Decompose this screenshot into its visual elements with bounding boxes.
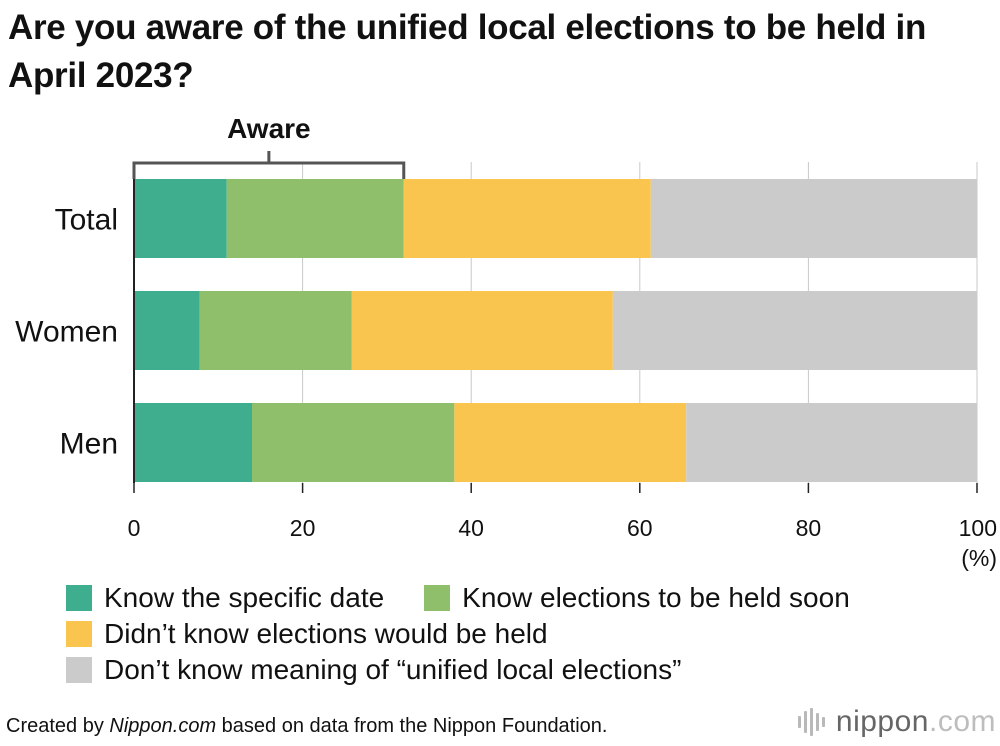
category-label: Men bbox=[60, 428, 118, 461]
chart-title: Are you aware of the unified local elect… bbox=[8, 8, 927, 95]
legend-label-dont-know-meaning: Don’t know meaning of “unified local ele… bbox=[104, 654, 682, 685]
segment-didnt-know bbox=[403, 179, 651, 258]
legend-swatch-dont-know-meaning bbox=[66, 657, 92, 683]
brand-tld: .com bbox=[928, 705, 996, 738]
segment-didnt-know bbox=[351, 291, 613, 370]
sound-wave-icon bbox=[797, 708, 828, 736]
legend-label-specific-date: Know the specific date bbox=[104, 582, 385, 613]
segment-didnt-know bbox=[454, 403, 687, 482]
aware-bracket bbox=[132, 151, 406, 179]
legend-row: Don’t know meaning of “unified local ele… bbox=[66, 652, 996, 688]
segment-held-soon bbox=[199, 291, 352, 370]
segment-held-soon bbox=[226, 179, 404, 258]
x-tick-label: 20 bbox=[290, 515, 316, 541]
credit-source: Nippon.com bbox=[109, 715, 217, 737]
category-label: Women bbox=[15, 316, 118, 349]
source-credit: Created by Nippon.com based on data from… bbox=[6, 713, 608, 739]
x-tick-label: 60 bbox=[627, 515, 653, 541]
bar-chart: Total Women Men 0 20 40 60 80 100 (%) Aware bbox=[15, 113, 997, 571]
aware-bracket-label: Aware bbox=[227, 113, 311, 144]
x-axis-unit: (%) bbox=[961, 545, 997, 571]
legend-swatch-didnt-know bbox=[66, 621, 92, 647]
legend-swatch-held-soon bbox=[424, 585, 451, 611]
legend-row: Know the specific date Know elections to… bbox=[66, 580, 996, 616]
legend-item-didnt-know: Didn’t know elections would be held bbox=[66, 616, 548, 652]
segment-specific-date bbox=[134, 403, 253, 482]
legend-label-held-soon: Know elections to be held soon bbox=[462, 582, 850, 613]
segment-specific-date bbox=[134, 179, 227, 258]
x-tick-label: 40 bbox=[458, 515, 484, 541]
legend-row: Didn’t know elections would be held bbox=[66, 616, 996, 652]
credit-prefix: Created by bbox=[6, 715, 110, 737]
segment-dont-know-meaning bbox=[686, 403, 977, 482]
segment-held-soon bbox=[252, 403, 455, 482]
category-label: Total bbox=[55, 204, 118, 237]
x-tick-label: 100 bbox=[959, 515, 997, 541]
segment-specific-date bbox=[134, 291, 200, 370]
legend-item-dont-know-meaning: Don’t know meaning of “unified local ele… bbox=[66, 652, 681, 688]
legend-item-held-soon: Know elections to be held soon bbox=[424, 580, 850, 616]
legend: Know the specific date Know elections to… bbox=[66, 580, 996, 688]
brand-name: nippon bbox=[835, 705, 929, 738]
credit-suffix: based on data from the Nippon Foundation… bbox=[216, 715, 608, 737]
legend-swatch-specific-date bbox=[66, 585, 92, 611]
nippon-logo: nippon .com bbox=[797, 705, 996, 739]
segment-dont-know-meaning bbox=[650, 179, 977, 258]
segment-dont-know-meaning bbox=[612, 291, 977, 370]
x-tick-label: 80 bbox=[796, 515, 822, 541]
legend-item-specific-date: Know the specific date bbox=[66, 580, 384, 616]
x-tick-label: 0 bbox=[128, 515, 141, 541]
legend-label-didnt-know: Didn’t know elections would be held bbox=[104, 618, 548, 649]
